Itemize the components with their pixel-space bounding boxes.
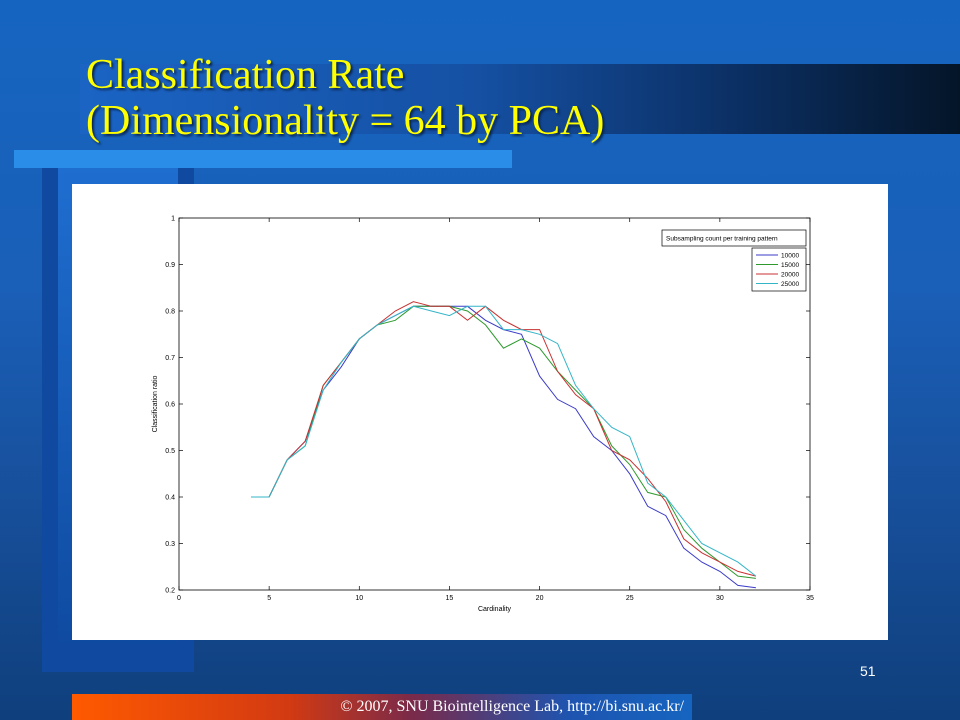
y-tick-label: 0.5 xyxy=(165,448,175,455)
series-line-15000 xyxy=(251,305,756,579)
x-tick-label: 30 xyxy=(716,595,724,602)
legend-label-15000: 15000 xyxy=(781,262,799,269)
x-axis-label: Cardinality xyxy=(478,606,512,613)
y-axis-label: Classification ratio xyxy=(152,375,159,432)
slide-title-line-2: (Dimensionality = 64 by PCA) xyxy=(86,98,605,144)
footer-bar: © 2007, SNU Biointelligence Lab, http://… xyxy=(72,694,692,720)
y-tick-label: 0.7 xyxy=(165,355,175,362)
footer-credit: © 2007, SNU Biointelligence Lab, http://… xyxy=(340,698,684,715)
x-tick-label: 0 xyxy=(177,595,181,602)
x-tick-label: 20 xyxy=(536,595,544,602)
chart-panel: 0 5 10 15 20 25 30 35 0.2 0.3 0.4 0.5 0.6 0.7 0.8 0.9 1 C… xyxy=(72,184,888,640)
slide-title-line-1: Classification Rate xyxy=(86,52,405,98)
x-tick-label: 10 xyxy=(355,595,363,602)
x-tick-label: 25 xyxy=(626,595,634,602)
y-tick-label: 0.6 xyxy=(165,402,175,409)
line-chart: 0 5 10 15 20 25 30 35 0.2 0.3 0.4 0.5 0.6 0.7 0.8 0.9 1 C… xyxy=(152,216,814,614)
y-tick-label: 0.8 xyxy=(165,309,175,316)
legend-label-25000: 25000 xyxy=(781,281,799,288)
x-tick-label: 15 xyxy=(446,595,454,602)
title-underline-bar xyxy=(14,150,512,168)
series-line-20000 xyxy=(251,301,757,577)
legend-label-10000: 10000 xyxy=(781,252,799,259)
title-band xyxy=(80,64,960,134)
slide-title: Classification Rate (Dimensionality = 64… xyxy=(86,52,604,144)
legend-label-20000: 20000 xyxy=(781,271,799,278)
x-tick-label: 5 xyxy=(267,595,271,602)
y-tick-label: 0.2 xyxy=(165,588,175,595)
y-tick-label: 0.4 xyxy=(165,495,175,502)
y-tick-label: 0.3 xyxy=(165,541,175,548)
y-tick-label: 0.9 xyxy=(165,262,175,269)
y-tick-label: 1 xyxy=(171,216,175,223)
page-number: 51 xyxy=(860,663,876,679)
plot-frame xyxy=(178,217,811,591)
series-line-25000 xyxy=(251,305,757,577)
legend-title-box xyxy=(661,229,807,247)
legend-title: Subsampling count per training pattern xyxy=(666,236,778,243)
x-tick-label: 35 xyxy=(806,595,814,602)
